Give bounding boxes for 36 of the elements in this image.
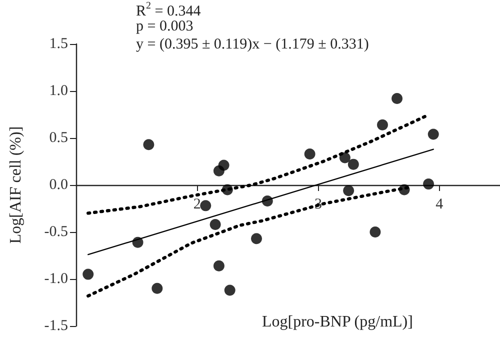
point	[224, 284, 236, 296]
point	[200, 200, 212, 212]
y-tick-label: -1.5	[44, 318, 68, 334]
text: p = 0.003	[136, 18, 194, 34]
point	[262, 195, 273, 206]
point	[210, 218, 221, 230]
point	[370, 226, 381, 238]
y-tick-label: 1.0	[49, 83, 68, 99]
x-tick-label: 2	[193, 196, 201, 212]
point	[343, 185, 354, 196]
x-axis-title: Log[pro-BNP (pg/mL)]	[262, 314, 413, 330]
point	[392, 93, 403, 104]
point	[251, 233, 262, 244]
point	[143, 139, 154, 150]
y-tick-label: -0.5	[44, 224, 68, 240]
y-tick-label: 1.5	[49, 36, 68, 52]
point	[398, 184, 410, 196]
y-tick-label: -1.0	[44, 271, 68, 287]
point	[152, 282, 163, 294]
point	[377, 119, 388, 130]
point	[132, 236, 144, 248]
point	[218, 160, 230, 171]
point	[222, 184, 233, 196]
point	[339, 152, 350, 164]
point	[82, 268, 94, 280]
point	[423, 178, 434, 190]
point	[213, 260, 224, 272]
point	[348, 158, 359, 170]
point	[304, 148, 316, 160]
annotation: y = (0.395 ± 0.119)x − (1.179 ± 0.331)	[136, 36, 369, 52]
y-tick-label: 0.0	[49, 177, 68, 193]
y-tick-label: 0.5	[49, 130, 68, 146]
point	[428, 128, 439, 140]
x-tick-label: 4	[436, 196, 444, 212]
line-series	[86, 114, 429, 215]
y-axis-title: Log[AIF cell (%)]	[8, 126, 24, 244]
